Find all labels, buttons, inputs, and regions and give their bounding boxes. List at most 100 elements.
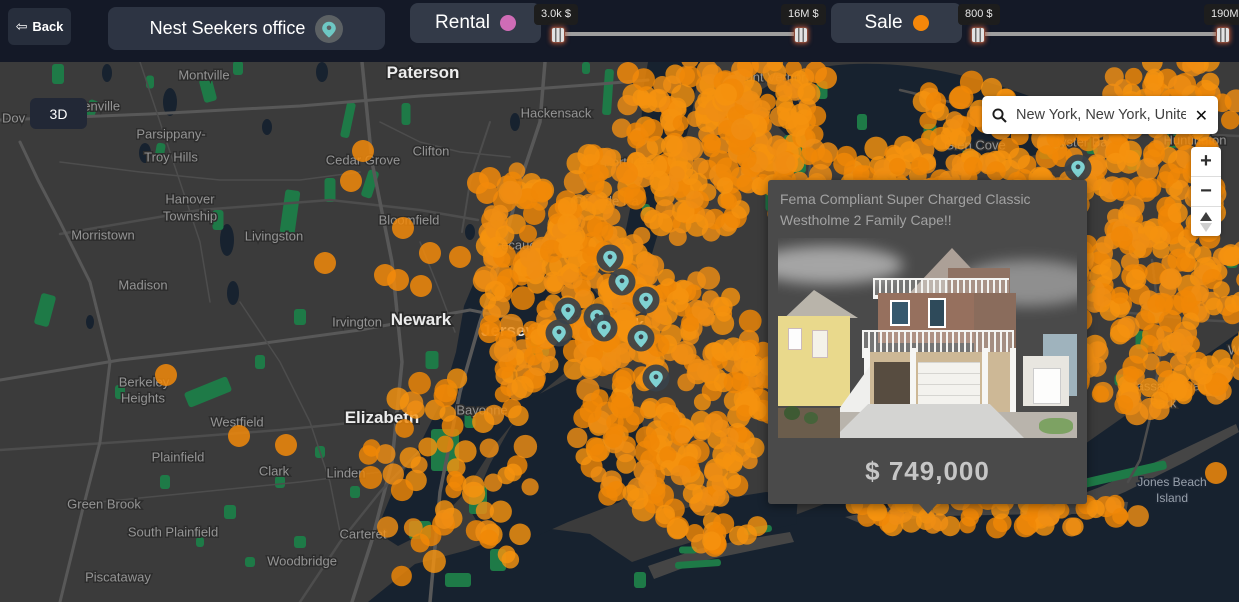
3d-view-button[interactable]: 3D (30, 98, 87, 129)
sale-listing-dot[interactable] (275, 434, 297, 456)
sale-listing-dot[interactable] (736, 175, 754, 192)
sale-listing-dot[interactable] (591, 389, 609, 407)
sale-listing-dot[interactable] (736, 524, 758, 545)
clear-search-icon[interactable]: ✕ (1194, 105, 1208, 125)
sale-min-handle[interactable] (971, 27, 985, 43)
sale-listing-dot[interactable] (497, 545, 516, 564)
sale-listing-dot[interactable] (1156, 171, 1175, 189)
sale-listing-dot[interactable] (738, 309, 762, 333)
sale-listing-dot[interactable] (1086, 499, 1105, 519)
sale-listing-dot[interactable] (479, 438, 499, 458)
sale-listing-dot[interactable] (513, 434, 538, 459)
sale-listing-dot[interactable] (228, 425, 250, 447)
sale-listing-dot[interactable] (894, 135, 914, 156)
sale-listing-dot[interactable] (1194, 366, 1213, 385)
sale-listing-dot[interactable] (352, 140, 374, 162)
sale-listing-dot[interactable] (1119, 140, 1142, 164)
sale-listing-dot[interactable] (602, 207, 621, 226)
sale-listing-dot[interactable] (593, 221, 614, 242)
sale-listing-dot[interactable] (472, 410, 495, 433)
sale-listing-dot[interactable] (439, 405, 456, 422)
sale-listing-dot[interactable] (1158, 309, 1182, 333)
sale-listing-dot[interactable] (716, 177, 734, 194)
sale-listing-dot[interactable] (612, 309, 636, 334)
sale-listing-dot[interactable] (632, 88, 650, 107)
sale-listing-dot[interactable] (1221, 110, 1239, 130)
sale-listing-dot[interactable] (523, 202, 546, 225)
sale-listing-dot[interactable] (691, 157, 709, 175)
sale-listing-dot[interactable] (1114, 395, 1134, 415)
office-pin-marker[interactable] (596, 244, 624, 272)
search-input[interactable]: New York, New York, United S (1016, 107, 1186, 123)
sale-listing-dot[interactable] (685, 284, 702, 301)
sale-listing-dot[interactable] (377, 516, 399, 538)
sale-listing-dot[interactable] (606, 413, 624, 432)
sale-listing-dot[interactable] (627, 130, 646, 149)
sale-listing-dot[interactable] (671, 84, 695, 108)
sale-listing-dot[interactable] (723, 390, 745, 411)
sale-listing-dot[interactable] (484, 280, 506, 302)
sale-listing-dot[interactable] (1167, 202, 1188, 224)
sale-listing-dot[interactable] (567, 427, 588, 448)
sale-listing-dot[interactable] (491, 204, 509, 222)
sale-listing-dot[interactable] (1111, 177, 1136, 202)
sale-listing-dot[interactable] (1219, 244, 1239, 267)
sale-listing-dot[interactable] (433, 384, 457, 408)
sale-listing-dot[interactable] (155, 364, 177, 386)
sale-listing-dot[interactable] (1112, 508, 1129, 525)
sale-listing-dot[interactable] (558, 238, 576, 256)
office-pin-marker[interactable] (642, 364, 670, 392)
sale-listing-dot[interactable] (521, 478, 539, 496)
sale-listing-dot[interactable] (836, 145, 857, 167)
sale-listing-dot[interactable] (959, 516, 976, 534)
sale-listing-dot[interactable] (1236, 272, 1239, 289)
office-pin-marker[interactable] (590, 314, 618, 342)
sale-listing-dot[interactable] (382, 463, 404, 485)
sale-listing-dot[interactable] (1095, 236, 1114, 254)
sale-listing-dot[interactable] (1201, 72, 1220, 91)
sale-listing-dot[interactable] (1125, 269, 1147, 290)
sale-listing-dot[interactable] (497, 466, 515, 485)
sale-listing-dot[interactable] (693, 393, 711, 411)
sale-listing-dot[interactable] (949, 85, 974, 110)
sale-listing-dot[interactable] (563, 358, 585, 380)
sale-listing-dot[interactable] (704, 134, 721, 151)
sale-listing-dot[interactable] (540, 239, 563, 263)
sale-listing-dot[interactable] (804, 125, 824, 144)
sale-listing-dot[interactable] (986, 161, 1006, 181)
sale-listing-dot[interactable] (362, 439, 381, 457)
sale-listing-dot[interactable] (924, 516, 942, 534)
sale-listing-dot[interactable] (711, 311, 735, 335)
sale-listing-dot[interactable] (1232, 350, 1239, 369)
sale-listing-dot[interactable] (420, 524, 442, 547)
office-locations-button[interactable]: Nest Seekers office (108, 7, 385, 50)
sale-listing-dot[interactable] (1111, 286, 1129, 304)
sale-listing-dot[interactable] (679, 136, 704, 161)
zoom-in-button[interactable]: + (1200, 150, 1212, 172)
back-button[interactable]: ⇦ Back (8, 8, 71, 45)
sale-listing-dot[interactable] (660, 135, 683, 157)
sale-listing-dot[interactable] (408, 371, 431, 395)
sale-listing-dot[interactable] (387, 269, 409, 291)
sale-listing-dot[interactable] (644, 311, 661, 329)
sale-listing-dot[interactable] (1184, 242, 1201, 259)
sale-listing-dot[interactable] (766, 135, 788, 156)
sale-listing-dot[interactable] (392, 217, 414, 239)
sale-listing-dot[interactable] (454, 440, 477, 463)
sale-listing-dot[interactable] (526, 261, 546, 281)
sale-listing-dot[interactable] (772, 151, 796, 174)
sale-listing-dot[interactable] (623, 183, 646, 206)
sale-listing-dot[interactable] (639, 401, 658, 419)
sale-listing-dot[interactable] (616, 162, 638, 184)
sale-listing-dot[interactable] (919, 112, 937, 130)
sale-listing-dot[interactable] (657, 268, 675, 287)
sale-listing-dot[interactable] (1231, 334, 1239, 357)
rental-price-slider[interactable] (557, 32, 801, 36)
sale-listing-dot[interactable] (589, 443, 608, 462)
sale-listing-dot[interactable] (395, 419, 414, 438)
sale-listing-dot[interactable] (562, 268, 583, 289)
sale-listing-dot[interactable] (493, 338, 518, 363)
sale-listing-dot[interactable] (1143, 71, 1164, 91)
sale-listing-dot[interactable] (754, 341, 772, 360)
sale-listing-dot[interactable] (434, 509, 454, 529)
